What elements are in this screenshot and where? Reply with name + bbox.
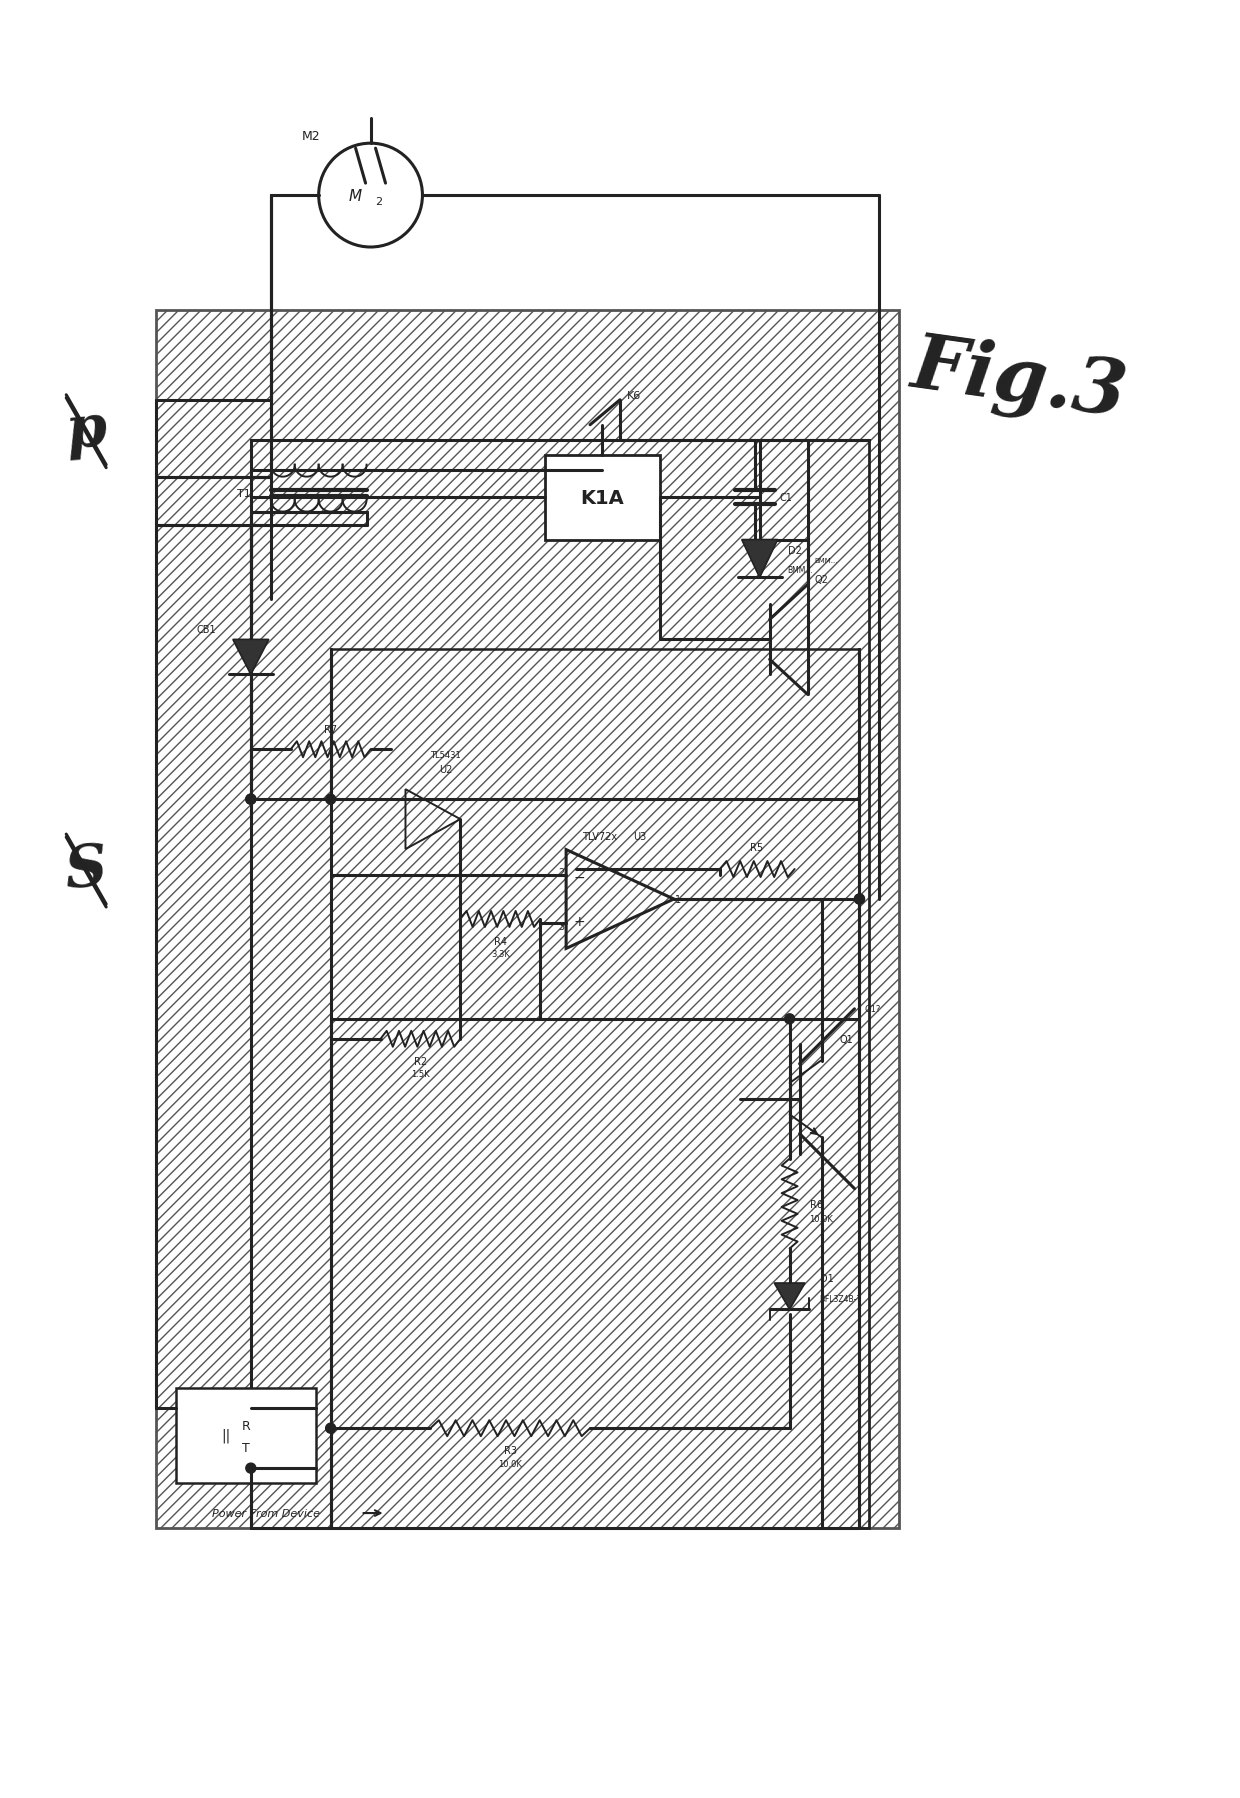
Text: 10.0K: 10.0K [498,1458,522,1467]
Text: R7: R7 [324,725,337,735]
Text: R4: R4 [494,937,507,946]
Text: 10.0K: 10.0K [810,1214,833,1223]
Circle shape [246,795,255,806]
Bar [176,1388,316,1483]
Circle shape [326,795,336,806]
Text: ||: || [221,1428,231,1442]
Text: 1: 1 [676,894,682,904]
Bar [156,311,899,1528]
Polygon shape [774,1284,805,1309]
Text: 1.5K: 1.5K [412,1070,430,1079]
Text: K1A: K1A [580,489,625,507]
Text: 2: 2 [558,868,564,877]
Text: 3: 3 [558,921,564,931]
Circle shape [854,895,864,904]
Text: U3: U3 [634,832,646,841]
Text: Fig.3: Fig.3 [906,329,1131,433]
Text: Q1?: Q1? [864,1005,880,1014]
Text: 3.3K: 3.3K [491,949,510,958]
Circle shape [246,1464,255,1473]
Text: TLV72x: TLV72x [583,832,618,841]
Text: Power From Device: Power From Device [212,1509,320,1518]
Text: M: M [348,189,362,203]
Text: S: S [63,840,109,899]
Text: T1: T1 [237,489,250,498]
Text: −: − [574,870,585,885]
Text: CB1: CB1 [196,626,216,635]
Circle shape [326,1424,336,1433]
Text: U2: U2 [439,764,453,775]
Text: T: T [242,1440,249,1455]
Text: R2: R2 [414,1055,427,1066]
Text: DFL3Z4B-7: DFL3Z4B-7 [820,1295,862,1304]
Text: +: + [574,915,585,930]
Circle shape [785,1014,795,1025]
Text: R6: R6 [810,1199,822,1208]
Text: C1: C1 [780,493,792,502]
Bar [546,455,660,539]
Text: R3: R3 [503,1446,517,1455]
Circle shape [246,795,255,806]
Text: Q1: Q1 [839,1034,853,1045]
Text: M2: M2 [301,129,320,142]
Bar [250,441,869,1528]
Text: p: p [63,401,109,460]
Text: BMM...: BMM... [787,566,813,575]
Text: Q2: Q2 [815,575,828,584]
Text: BMM...: BMM... [815,557,838,563]
Text: D2: D2 [787,545,801,556]
Text: R: R [242,1419,250,1431]
Text: D1: D1 [820,1273,833,1284]
Text: K6: K6 [627,390,641,401]
Bar [331,651,859,1528]
Text: R5: R5 [750,843,764,852]
Polygon shape [742,539,777,579]
Circle shape [854,895,864,904]
Text: TL5431: TL5431 [430,750,461,759]
Polygon shape [233,640,269,674]
Text: 2: 2 [374,198,382,207]
